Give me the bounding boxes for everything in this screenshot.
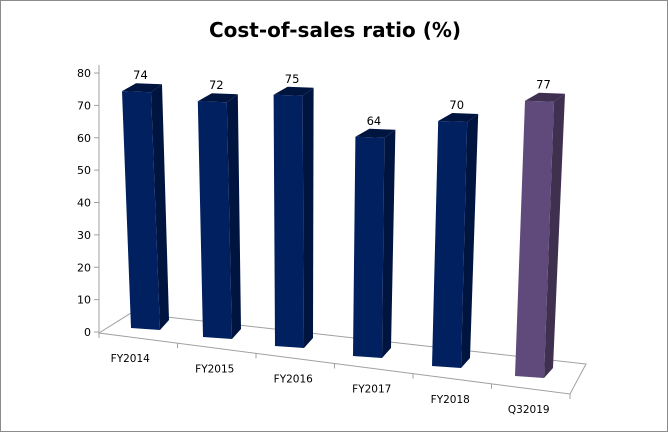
data-label: 77 xyxy=(536,78,551,92)
bar-top-face xyxy=(197,93,238,103)
bar-fy2016: 75 xyxy=(273,72,314,348)
y-tick-label: 80 xyxy=(77,67,91,80)
bar-front-face xyxy=(353,136,385,358)
x-tick-label: FY2015 xyxy=(195,363,234,375)
y-tick-label: 20 xyxy=(77,261,91,274)
y-tick-label: 30 xyxy=(77,229,91,242)
bar-fy2014: 74 xyxy=(122,68,169,330)
data-label: 75 xyxy=(285,72,300,86)
floor-plane xyxy=(97,312,587,395)
bar-top-face xyxy=(355,128,396,138)
y-tick-label: 10 xyxy=(77,294,91,307)
bar-side-face xyxy=(226,94,241,339)
x-tick-label: FY2017 xyxy=(352,384,391,396)
bar-top-face xyxy=(122,83,162,93)
data-label: 74 xyxy=(133,68,148,82)
bar-front-face xyxy=(122,91,160,330)
chart-title: Cost-of-sales ratio (%) xyxy=(209,18,461,42)
bar-front-face xyxy=(197,101,232,339)
bar-front-face xyxy=(273,94,304,348)
bar-side-face xyxy=(461,114,479,368)
bar-fy2015: 72 xyxy=(197,78,241,339)
bar-side-face xyxy=(151,84,169,330)
x-tick-label: FY2018 xyxy=(431,394,470,406)
bar-front-face xyxy=(432,121,468,368)
data-label: 72 xyxy=(209,78,224,92)
y-tick-label: 0 xyxy=(84,326,91,339)
bar-side-face xyxy=(382,129,396,358)
bar-q32019: 77 xyxy=(515,78,565,378)
y-tick-label: 70 xyxy=(77,99,91,112)
bar-side-face xyxy=(544,93,565,378)
x-tick-label: FY2016 xyxy=(274,373,313,385)
bar-side-face xyxy=(302,87,314,348)
x-tick-label: FY2014 xyxy=(111,353,150,365)
data-label: 64 xyxy=(367,114,382,128)
bar-top-face xyxy=(525,92,565,102)
bar-top-face xyxy=(438,113,479,122)
bar-fy2018: 70 xyxy=(432,98,479,368)
bar-fy2017: 64 xyxy=(353,114,396,358)
y-tick-label: 40 xyxy=(77,197,91,210)
y-tick-label: 60 xyxy=(77,132,91,145)
x-tick-label: Q32019 xyxy=(508,404,550,416)
data-label: 70 xyxy=(449,98,464,112)
y-tick-label: 50 xyxy=(77,164,91,177)
bar-top-face xyxy=(273,86,314,96)
bar-front-face xyxy=(515,100,554,378)
